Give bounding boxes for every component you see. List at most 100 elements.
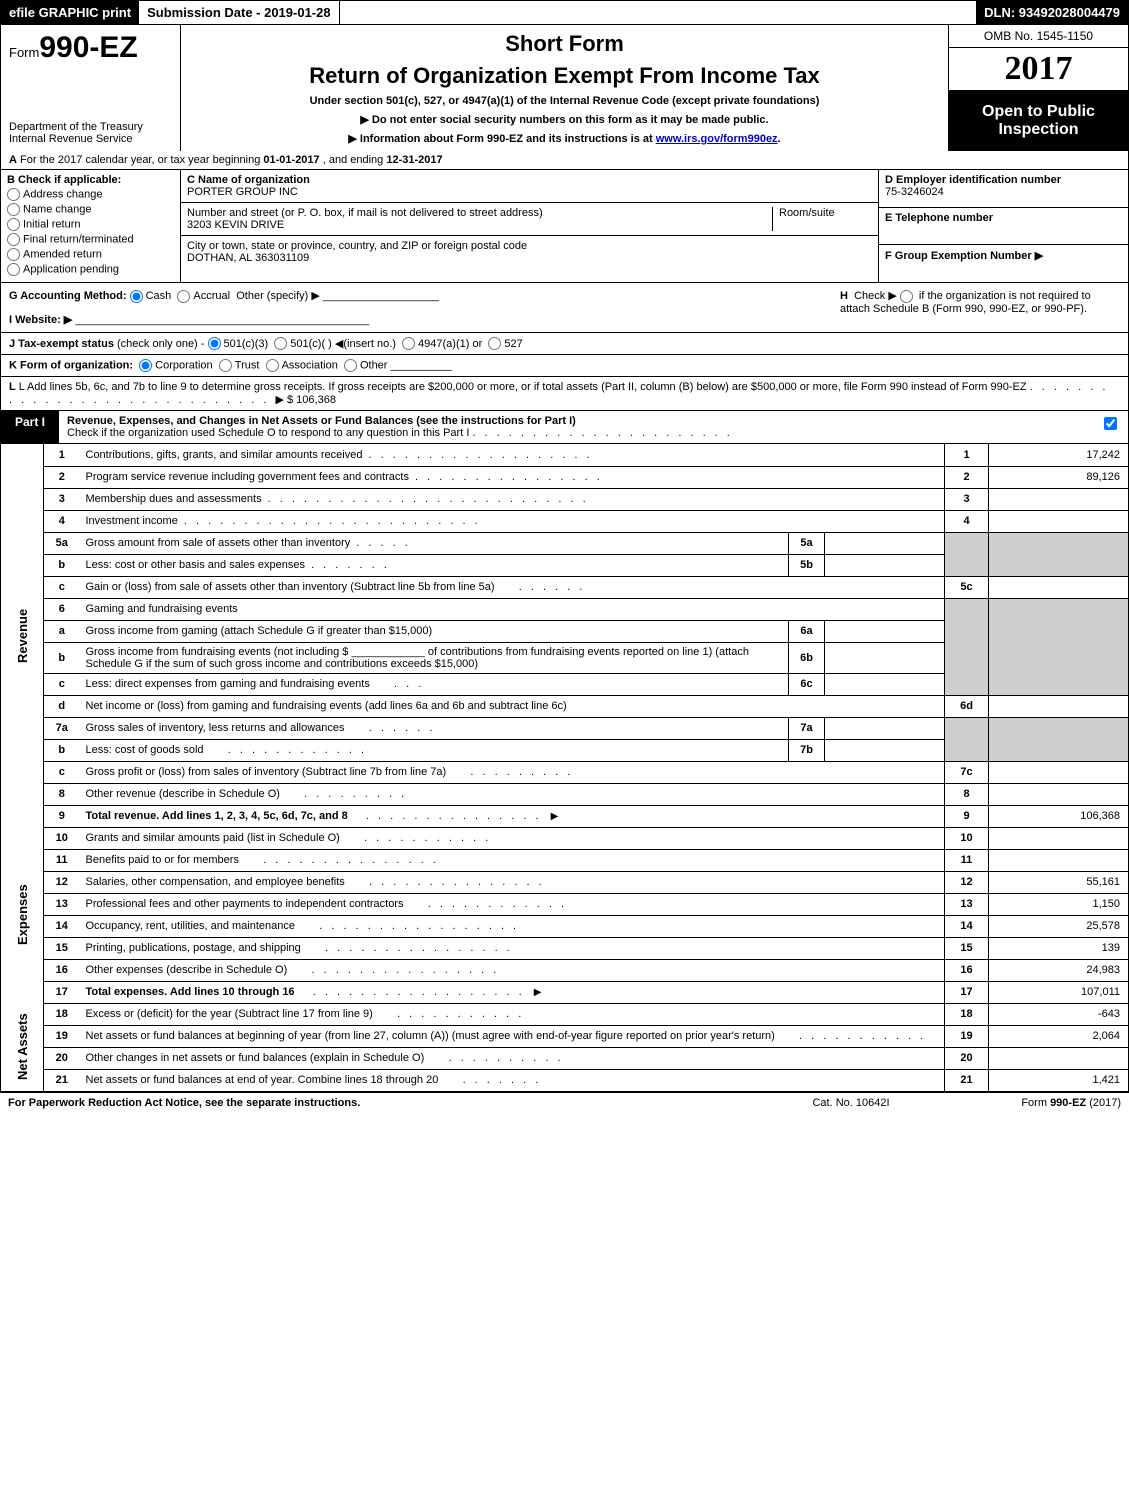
l14-desc: Occupancy, rent, utilities, and maintena… [86, 920, 296, 932]
l9-num: 9 [44, 805, 80, 827]
chk-initial[interactable]: Initial return [7, 218, 174, 231]
l6c-desc: Less: direct expenses from gaming and fu… [86, 678, 370, 690]
line-19: 19 Net assets or fund balances at beginn… [1, 1025, 1129, 1047]
info-link[interactable]: www.irs.gov/form990ez [656, 133, 778, 145]
row-l: L L Add lines 5b, 6c, and 7b to line 9 t… [0, 377, 1129, 411]
l16-box: 16 [945, 959, 989, 981]
l6b-minival [825, 642, 945, 673]
line-9: 9 Total revenue. Add lines 1, 2, 3, 4, 5… [1, 805, 1129, 827]
l6b-num: b [44, 642, 80, 673]
g-accrual: Accrual [193, 290, 230, 302]
l5a-num: 5a [44, 532, 80, 554]
arrow-icon [531, 986, 545, 998]
addr-label: Number and street (or P. O. box, if mail… [187, 207, 543, 219]
l7b-desc: Less: cost of goods sold [86, 744, 204, 756]
part1-checkbox[interactable] [1104, 417, 1117, 430]
line-7c: c Gross profit or (loss) from sales of i… [1, 761, 1129, 783]
city-value: DOTHAN, AL 363031109 [187, 252, 309, 264]
line-7a: 7a Gross sales of inventory, less return… [1, 717, 1129, 739]
g-other: Other (specify) ▶ [236, 290, 320, 302]
open-to-public: Open to Public Inspection [949, 91, 1128, 151]
side-netassets: Net Assets [1, 1003, 44, 1091]
l8-box: 8 [945, 783, 989, 805]
l16-num: 16 [44, 959, 80, 981]
g-label: G Accounting Method: [9, 290, 127, 302]
footer-right-suffix: (2017) [1086, 1097, 1121, 1109]
l14-box: 14 [945, 915, 989, 937]
line-11: 11 Benefits paid to or for members . . .… [1, 849, 1129, 871]
d-value: 75-3246024 [885, 186, 944, 198]
l7b-mini: 7b [789, 739, 825, 761]
l10-desc: Grants and similar amounts paid (list in… [86, 832, 340, 844]
l2-box: 2 [945, 466, 989, 488]
l1-box: 1 [945, 444, 989, 466]
omb-number: OMB No. 1545-1150 [949, 25, 1128, 48]
h-radio[interactable] [900, 290, 913, 303]
chk-name-label: Name change [23, 203, 92, 215]
chk-amended[interactable]: Amended return [7, 248, 174, 261]
chk-app[interactable]: Application pending [7, 263, 174, 276]
g-cash-radio[interactable] [130, 290, 143, 303]
l6a-num: a [44, 620, 80, 642]
chk-name[interactable]: Name change [7, 203, 174, 216]
e-label: E Telephone number [885, 212, 993, 224]
l21-desc: Net assets or fund balances at end of ye… [86, 1074, 439, 1086]
l7a-desc: Gross sales of inventory, less returns a… [86, 722, 345, 734]
line-8: 8 Other revenue (describe in Schedule O)… [1, 783, 1129, 805]
l15-box: 15 [945, 937, 989, 959]
efile-label: efile GRAPHIC print [1, 1, 139, 24]
row-h: H Check ▶ if the organization is not req… [840, 289, 1120, 326]
line-17: 17 Total expenses. Add lines 10 through … [1, 981, 1129, 1003]
l8-desc: Other revenue (describe in Schedule O) [86, 788, 280, 800]
k-assoc-radio[interactable] [266, 359, 279, 372]
l7b-minival [825, 739, 945, 761]
line-10: Expenses 10 Grants and similar amounts p… [1, 827, 1129, 849]
l20-num: 20 [44, 1047, 80, 1069]
l4-desc: Investment income [86, 515, 178, 527]
chk-address[interactable]: Address change [7, 188, 174, 201]
k-o1: Corporation [155, 360, 212, 372]
line-6: 6 Gaming and fundraising events [1, 598, 1129, 620]
l7a-minival [825, 717, 945, 739]
chk-final[interactable]: Final return/terminated [7, 233, 174, 246]
part1-header: Part I Revenue, Expenses, and Changes in… [0, 411, 1129, 444]
l6c-mini: 6c [789, 673, 825, 695]
l13-num: 13 [44, 893, 80, 915]
k-other-radio[interactable] [344, 359, 357, 372]
room-suite: Room/suite [772, 207, 872, 231]
l1-val: 17,242 [989, 444, 1129, 466]
j-501c3-radio[interactable] [208, 337, 221, 350]
j-label: J Tax-exempt status [9, 338, 114, 350]
l5b-num: b [44, 554, 80, 576]
j-4947-radio[interactable] [402, 337, 415, 350]
k-corp-radio[interactable] [139, 359, 152, 372]
g-accrual-radio[interactable] [177, 290, 190, 303]
note-ssn: ▶ Do not enter social security numbers o… [360, 113, 768, 126]
j-501c-radio[interactable] [274, 337, 287, 350]
l5b-minival [825, 554, 945, 576]
header-left: Form990-EZ Department of the Treasury In… [1, 25, 181, 151]
form-number-big: 990-EZ [39, 31, 137, 64]
l15-desc: Printing, publications, postage, and shi… [86, 942, 301, 954]
row-j: J Tax-exempt status (check only one) - 5… [0, 333, 1129, 356]
k-trust-radio[interactable] [219, 359, 232, 372]
line-6d: d Net income or (loss) from gaming and f… [1, 695, 1129, 717]
l12-val: 55,161 [989, 871, 1129, 893]
l5b-desc: Less: cost or other basis and sales expe… [86, 559, 306, 571]
l13-box: 13 [945, 893, 989, 915]
l5a-minival [825, 532, 945, 554]
l7c-num: c [44, 761, 80, 783]
l21-num: 21 [44, 1069, 80, 1091]
note-info: ▶ Information about Form 990-EZ and its … [348, 132, 780, 145]
j-527-radio[interactable] [488, 337, 501, 350]
l7c-box: 7c [945, 761, 989, 783]
l6a-desc: Gross income from gaming (attach Schedul… [86, 625, 433, 637]
l14-val: 25,578 [989, 915, 1129, 937]
arrow-icon [548, 810, 562, 822]
row-k: K Form of organization: Corporation Trus… [0, 355, 1129, 377]
l6d-desc: Net income or (loss) from gaming and fun… [86, 700, 567, 712]
l20-val [989, 1047, 1129, 1069]
submission-date: Submission Date - 2019-01-28 [139, 1, 340, 24]
l3-num: 3 [44, 488, 80, 510]
form-title: Return of Organization Exempt From Incom… [309, 63, 820, 89]
